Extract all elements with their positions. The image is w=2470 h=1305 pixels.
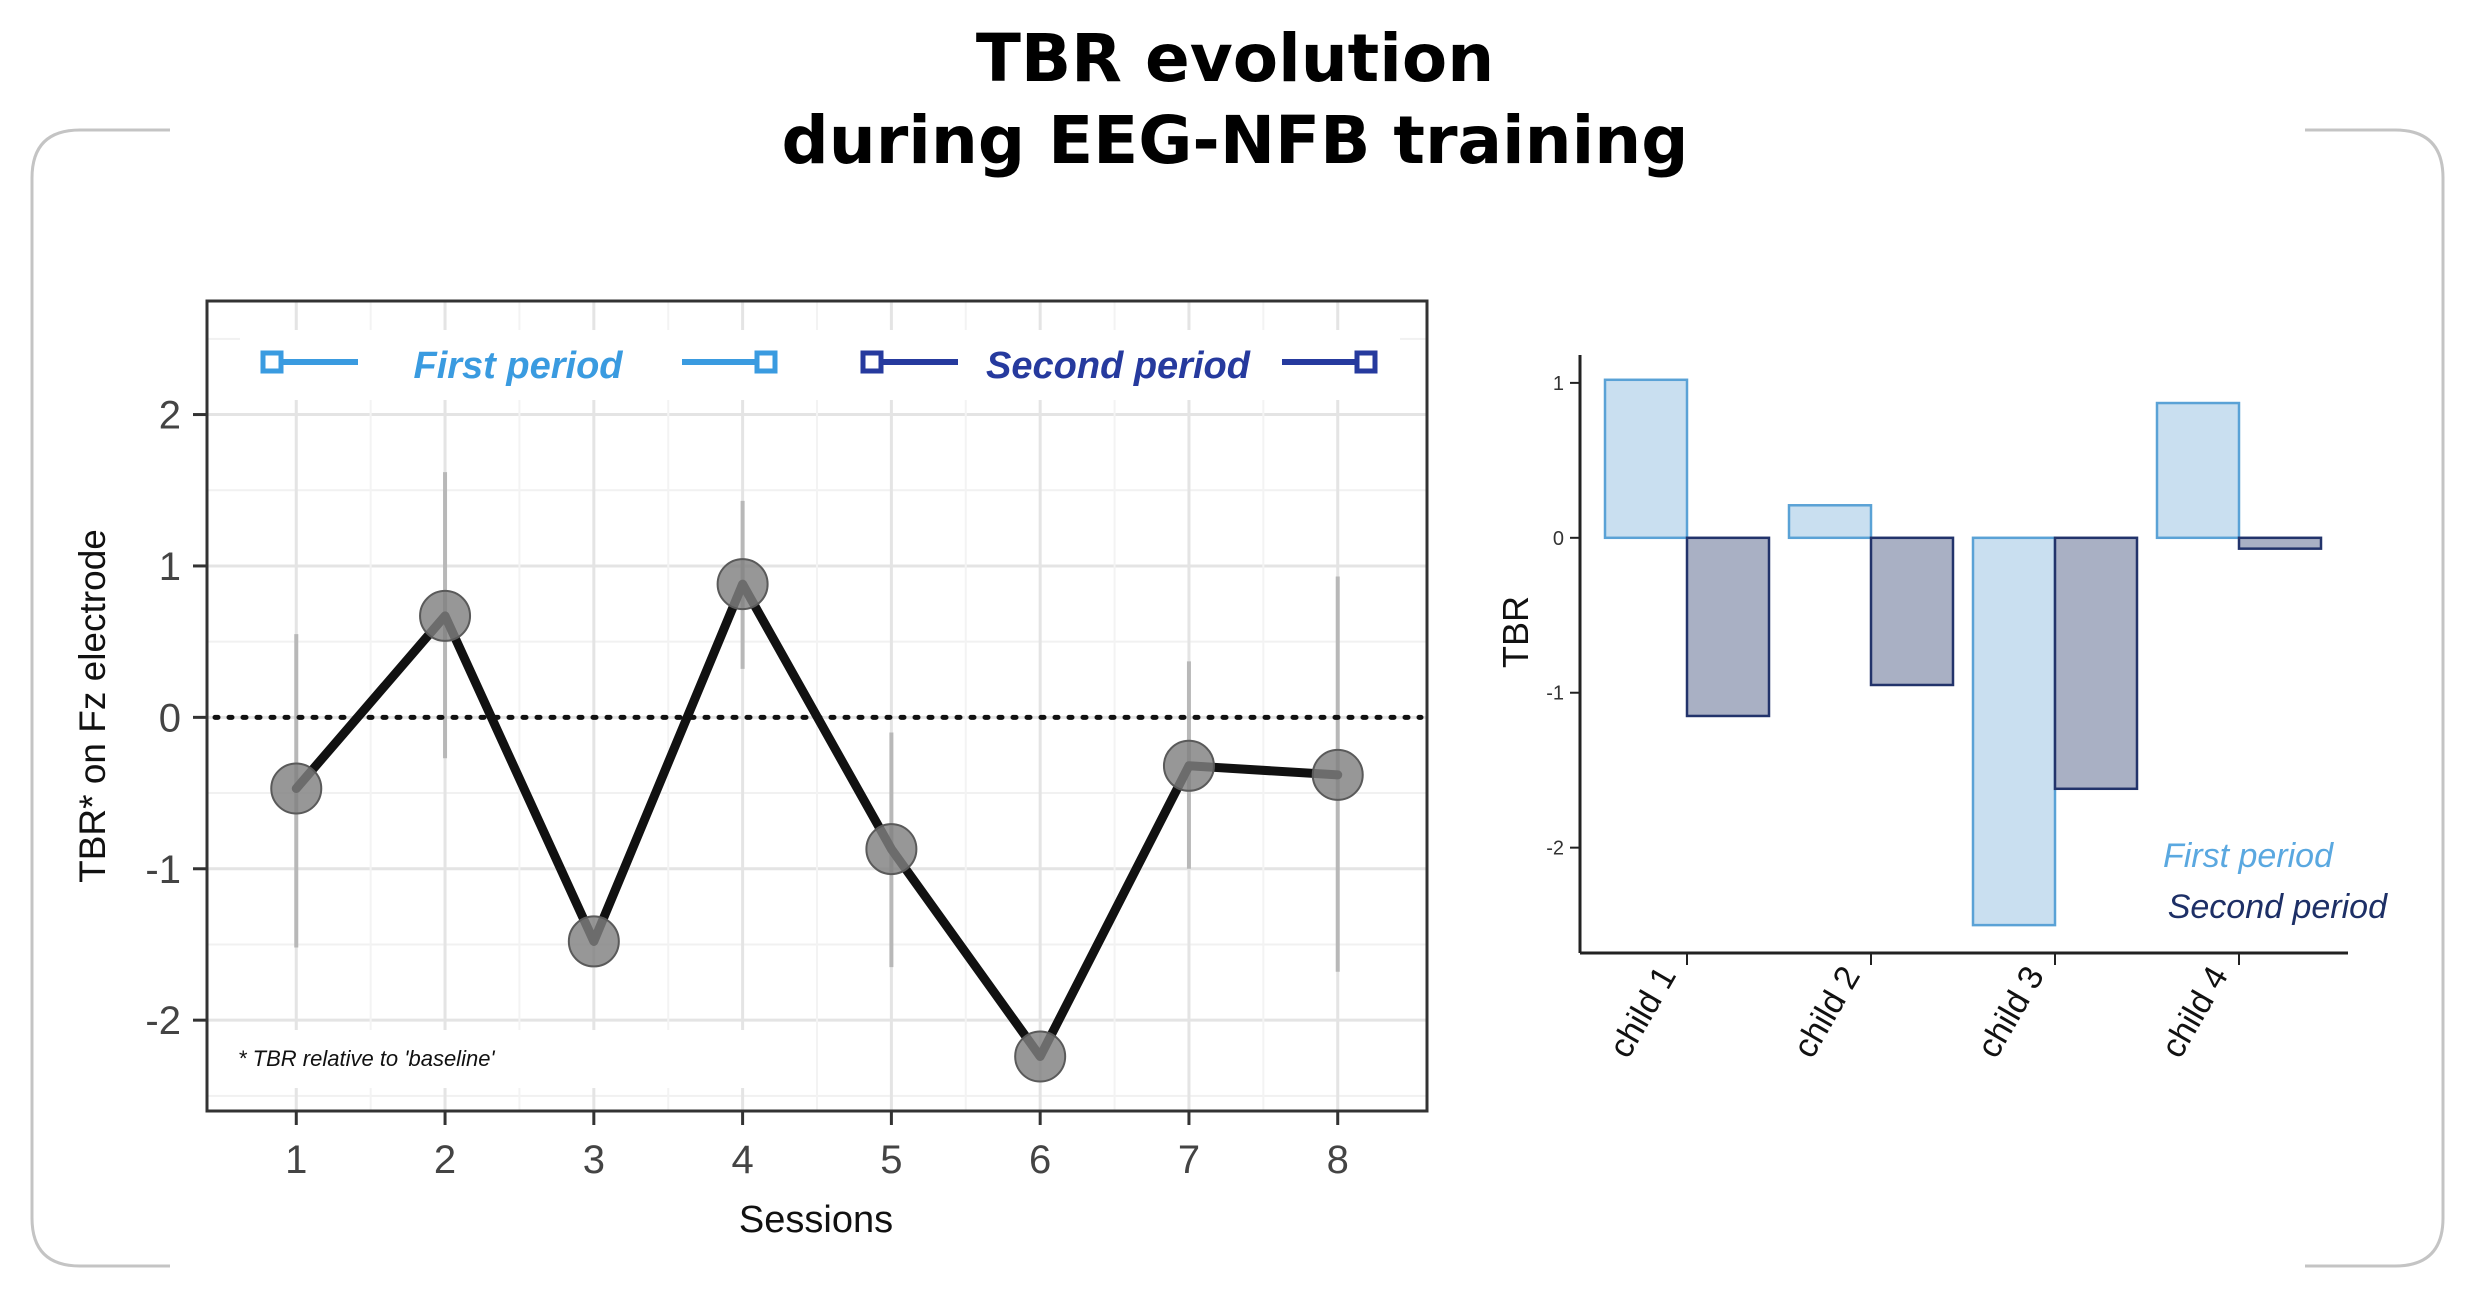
bar-first-period (1787, 504, 1873, 540)
note-background (225, 1030, 755, 1088)
bar-legend-first-period: First period (2163, 837, 2334, 875)
title-line-2: during EEG-NFB training (781, 102, 1689, 179)
legend-marker (1354, 350, 1378, 374)
bar-first-period (1603, 378, 1689, 540)
line-chart-legend: First period Second period (240, 330, 1400, 400)
legend-background (240, 330, 1400, 400)
bar-x-tick-label: child 3 (1970, 960, 2052, 1064)
frame-right-bracket (2305, 128, 2445, 1268)
legend-marker (754, 350, 778, 374)
x-tick-label: 2 (434, 1138, 456, 1182)
bar-second-period (2053, 536, 2139, 791)
slide-title: TBR evolution during EEG-NFB training (0, 18, 2470, 182)
bar-second-period (1869, 536, 1955, 687)
title-line-1: TBR evolution (975, 20, 1495, 97)
x-tick-label: 3 (583, 1138, 605, 1182)
x-tick-label: 7 (1178, 1138, 1200, 1182)
bar-x-tick-label: child 1 (1602, 960, 1684, 1064)
legend-first-period (260, 350, 778, 374)
bar-second-period (2237, 536, 2323, 550)
legend-marker (860, 350, 884, 374)
x-tick-label: 4 (731, 1138, 753, 1182)
line-chart-y-label: TBR* on Fz electrode (72, 529, 113, 883)
x-tick-label: 6 (1029, 1138, 1051, 1182)
data-point (1162, 739, 1215, 792)
line-chart-border (205, 299, 1429, 1113)
bar-y-tick-label: -2 (1546, 838, 1564, 860)
x-tick-label: 5 (880, 1138, 902, 1182)
x-tick-label: 8 (1327, 1138, 1349, 1182)
data-point (270, 762, 323, 815)
bar-chart-y-label: TBR (1495, 596, 1536, 668)
line-chart-x-axis: 1 2 3 4 5 6 7 8 (285, 1111, 1349, 1182)
data-point (419, 589, 472, 642)
bar-y-tick-label: 1 (1553, 373, 1564, 395)
y-tick-label: -1 (145, 848, 181, 892)
line-chart-y-axis: -2 -1 0 1 2 (145, 394, 207, 1043)
data-point (865, 823, 918, 876)
tbr-series-line (291, 579, 1343, 1061)
bar-y-tick-label: -1 (1546, 683, 1564, 705)
y-tick-label: 2 (159, 394, 181, 438)
frame-left-bracket (30, 128, 170, 1268)
bar-second-period (1685, 536, 1771, 718)
data-point (567, 915, 620, 968)
bar-y-tick-label: 0 (1553, 528, 1564, 550)
legend-second-period (860, 350, 1378, 374)
bar-first-period (1971, 536, 2057, 927)
legend-second-period-label: Second period (986, 345, 1251, 387)
baseline-note: * TBR relative to 'baseline' (238, 1046, 495, 1071)
bar-first-period (2155, 401, 2241, 540)
line-chart-grid (207, 301, 1427, 1111)
bar-x-tick-label: child 4 (2154, 960, 2236, 1064)
bar-x-tick-label: child 2 (1786, 960, 1868, 1064)
y-tick-label: 1 (159, 545, 181, 589)
x-tick-label: 1 (285, 1138, 307, 1182)
legend-first-period-label: First period (413, 345, 623, 387)
data-point (1014, 1030, 1067, 1083)
bar-chart-y-axis: 1 0 -1 -2 (1546, 373, 1580, 860)
legend-marker (260, 350, 284, 374)
y-tick-label: -2 (145, 999, 181, 1043)
tbr-series-points (270, 558, 1364, 1083)
line-chart-x-label: Sessions (739, 1199, 893, 1241)
data-point (716, 558, 769, 611)
bar-chart-bars (1603, 378, 2323, 927)
data-point (1311, 748, 1364, 801)
bar-chart-x-axis: child 1 child 2 child 3 child 4 (1602, 953, 2240, 1064)
bar-legend-second-period: Second period (2168, 888, 2388, 926)
y-tick-label: 0 (159, 696, 181, 740)
